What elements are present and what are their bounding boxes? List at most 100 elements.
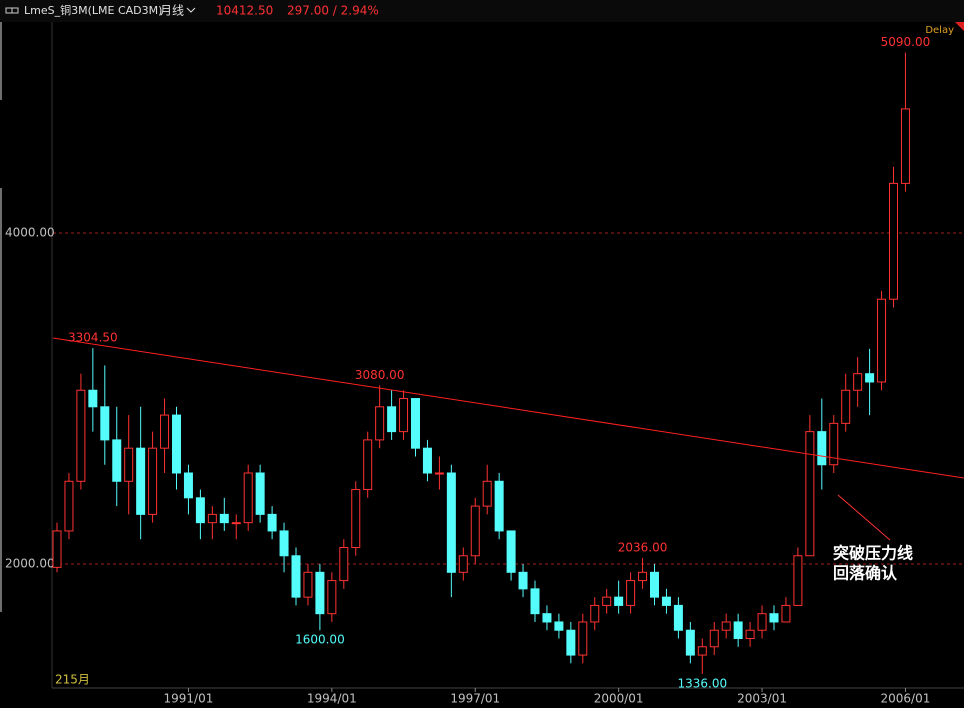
candle-body [518,571,528,590]
callout-arrow [837,494,891,541]
candle-body [638,571,648,582]
price-change: 297.00 / 2.94% [287,4,379,18]
period[interactable]: 月线 [160,4,184,18]
callout-line: 突破压力线 [833,544,913,563]
candle-body [267,513,277,532]
candle-body [900,108,910,184]
candle-body [255,472,265,515]
price-annotation: 1600.00 [295,633,345,647]
candle-body [411,398,420,449]
x-tick-label: 2006/01 [881,692,931,706]
x-tick-label: 1997/01 [450,692,500,706]
candle-body [219,513,229,524]
trendline [52,337,964,479]
candle-body [590,604,600,623]
candle-body [339,546,349,582]
corner-marker [955,22,964,31]
candle-body [351,489,361,548]
candle-body [650,571,659,598]
x-tick-label: 1991/01 [164,692,214,706]
symbol[interactable]: LmeS_铜3M(LME CAD3M) [24,3,162,17]
candle-body [183,472,193,499]
candle-body [709,629,719,648]
candle-body [76,389,86,482]
candle-body [853,373,863,391]
candle-body [195,497,205,524]
candle-body [697,646,707,656]
candle-body [458,555,468,573]
candle-body [482,480,492,507]
candle-body [243,472,253,524]
candle-body [578,621,588,656]
y-tick-label: 4000.00 [5,226,55,240]
candle-body [841,389,851,424]
delay-label: Delay [925,25,954,36]
candle-body [506,530,516,573]
candle-body [446,472,456,573]
candle-body [829,422,839,466]
candle-body [327,580,337,615]
candle-body [781,604,791,623]
candle-body [745,629,755,640]
candle-body [494,480,504,532]
candle-body [530,588,540,615]
candle-body [817,431,827,466]
candle-body [399,398,409,433]
candle-body [661,596,671,606]
candle-body [865,373,875,383]
callout-line: 回落确认 [833,564,898,583]
price-annotation: 3304.50 [68,331,118,345]
candle-body [542,613,552,623]
candle-body [626,580,636,606]
candle-body [291,555,301,598]
candle-body [112,439,122,482]
candle-body [805,431,815,557]
header-bar [0,0,964,22]
candle-body [721,621,731,631]
candle-body [303,571,313,598]
candle-body [100,406,110,441]
candle-body [207,513,217,524]
candle-body [470,505,480,557]
candle-body [673,604,683,631]
candle-body [602,596,612,606]
x-tick-label: 2000/01 [594,692,644,706]
candle-body [231,522,241,525]
candle-body [124,447,134,482]
last-price: 10412.50 [216,4,273,18]
price-annotation: 2036.00 [618,541,668,555]
y-tick-label: 2000.00 [5,557,55,571]
price-annotation: 3080.00 [355,368,405,382]
candle-body [148,447,158,515]
x-tick-label: 1994/01 [307,692,357,706]
count-label: 215月 [55,673,90,687]
candle-body [387,406,397,433]
candle-body [733,621,743,640]
candle-body [52,530,62,568]
candle-body [279,530,289,557]
candle-body [434,472,444,475]
candle-body [685,629,695,656]
candle-body [889,182,898,300]
candle-body [757,613,767,631]
candle-body [877,298,887,383]
candle-body [315,571,325,615]
candle-body [614,596,624,606]
period-dropdown[interactable] [186,7,196,13]
x-tick-label: 2003/01 [737,692,787,706]
candle-body [363,439,373,491]
candle-body [566,629,576,656]
candle-body [172,414,181,474]
price-annotation: 5090.00 [881,35,931,49]
candle-body [64,480,74,532]
candle-body [88,389,98,408]
candle-body [554,621,564,631]
candle-body [375,406,385,441]
price-annotation: 1336.00 [677,676,727,690]
symbol-icon [5,7,19,14]
candle-body [422,447,432,474]
candle-body [769,613,779,623]
candle-body [136,447,146,515]
candle-body [160,414,170,449]
